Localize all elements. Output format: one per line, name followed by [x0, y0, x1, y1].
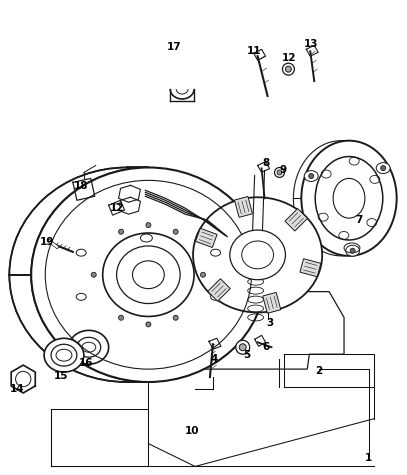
Text: 14: 14: [10, 384, 24, 394]
Text: 12: 12: [109, 203, 124, 213]
Circle shape: [350, 248, 355, 253]
Ellipse shape: [76, 249, 86, 256]
Ellipse shape: [376, 162, 390, 173]
Ellipse shape: [69, 330, 109, 364]
Polygon shape: [234, 197, 252, 218]
Circle shape: [274, 168, 284, 178]
Polygon shape: [195, 228, 217, 247]
Text: 16: 16: [79, 358, 93, 368]
Polygon shape: [263, 293, 281, 314]
Circle shape: [113, 204, 120, 211]
Text: 4: 4: [210, 354, 218, 364]
Text: 12: 12: [282, 53, 297, 63]
Ellipse shape: [76, 294, 86, 300]
Ellipse shape: [51, 344, 77, 366]
Circle shape: [277, 170, 282, 175]
Text: 2: 2: [315, 366, 323, 376]
Circle shape: [173, 315, 178, 320]
Polygon shape: [208, 279, 230, 301]
Ellipse shape: [31, 168, 266, 382]
Ellipse shape: [116, 246, 180, 304]
Ellipse shape: [304, 171, 318, 181]
Text: 7: 7: [355, 215, 363, 225]
Ellipse shape: [210, 249, 221, 256]
Circle shape: [146, 223, 151, 228]
Text: 1: 1: [365, 454, 372, 464]
Circle shape: [236, 340, 249, 354]
Text: 18: 18: [74, 181, 88, 191]
Text: 10: 10: [185, 426, 199, 436]
Circle shape: [118, 315, 124, 320]
Ellipse shape: [315, 157, 383, 240]
Ellipse shape: [44, 338, 84, 372]
Polygon shape: [285, 209, 308, 231]
Circle shape: [201, 272, 206, 277]
Circle shape: [282, 63, 294, 75]
Circle shape: [239, 344, 246, 351]
Text: 13: 13: [304, 39, 319, 49]
Text: 11: 11: [246, 46, 261, 56]
Text: 6: 6: [262, 342, 269, 352]
Polygon shape: [300, 259, 321, 277]
Ellipse shape: [77, 337, 101, 357]
Text: 15: 15: [54, 371, 68, 381]
Ellipse shape: [230, 230, 285, 280]
Ellipse shape: [301, 141, 397, 256]
Ellipse shape: [193, 197, 322, 313]
Ellipse shape: [346, 245, 360, 256]
Text: 5: 5: [243, 350, 250, 360]
Text: 8: 8: [262, 158, 269, 168]
Text: 17: 17: [167, 42, 182, 52]
Circle shape: [285, 66, 291, 72]
Circle shape: [173, 229, 178, 234]
Ellipse shape: [210, 294, 221, 300]
Text: 9: 9: [280, 165, 287, 175]
Text: 3: 3: [266, 318, 273, 328]
Text: 19: 19: [40, 237, 54, 247]
Circle shape: [91, 272, 96, 277]
Circle shape: [118, 229, 124, 234]
Ellipse shape: [9, 168, 244, 382]
Circle shape: [381, 166, 386, 171]
Circle shape: [146, 322, 151, 327]
Circle shape: [309, 173, 314, 179]
Ellipse shape: [103, 233, 194, 316]
